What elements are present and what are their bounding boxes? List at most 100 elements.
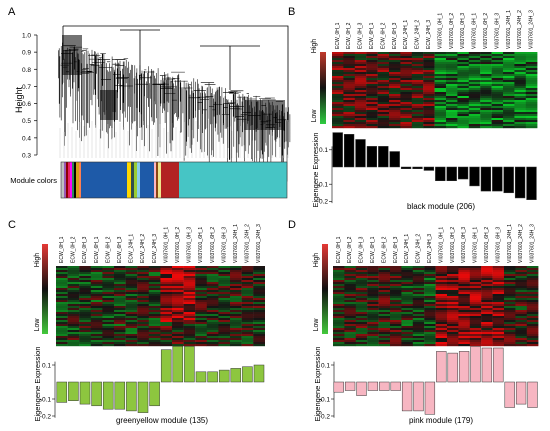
heatmap-cell: [67, 340, 80, 343]
heatmap-cell: [515, 332, 527, 335]
heatmap-cell: [434, 72, 447, 75]
eigengene-bar: [470, 346, 481, 383]
heatmap-cell: [332, 110, 344, 113]
heatmap-cell: [469, 340, 482, 343]
heatmap-cell: [400, 64, 412, 67]
heatmap-cell: [333, 274, 345, 277]
heatmap-cell: [458, 340, 470, 343]
heatmap-cell: [434, 92, 447, 95]
heatmap-cell: [195, 306, 207, 309]
heatmap-cell: [481, 330, 493, 333]
heatmap-cell: [354, 80, 367, 83]
heatmap-cell: [195, 272, 207, 275]
heatmap-cell: [332, 86, 344, 89]
heatmap-cell: [480, 100, 492, 103]
sample-label: VI037601_6H_1: [472, 13, 478, 49]
heatmap-cell: [458, 332, 470, 335]
heatmap-cell: [354, 72, 367, 75]
heatmap-cell: [332, 94, 344, 97]
heatmap-cell: [424, 330, 436, 333]
heatmap-cell: [457, 62, 469, 65]
heatmap-cell: [434, 66, 447, 69]
heatmap-cell: [195, 302, 207, 305]
heatmap-cell: [481, 292, 493, 295]
heatmap-cell: [457, 72, 469, 75]
heatmap-cell: [492, 282, 505, 285]
heatmap-cell: [447, 294, 459, 297]
heatmap-cell: [253, 276, 265, 279]
heatmap-cell: [457, 84, 469, 87]
scale-high-label: High: [311, 39, 318, 54]
heatmap-cell: [401, 344, 413, 347]
heatmap-cell: [378, 338, 391, 341]
heatmap-cell: [480, 112, 492, 115]
heatmap-cell: [411, 70, 424, 73]
y-tick-label: 0.4: [22, 135, 31, 142]
heatmap-cell: [526, 338, 539, 341]
heatmap-cell: [400, 70, 412, 73]
heatmap-cell: [333, 332, 345, 335]
heatmap-cell: [354, 68, 367, 71]
heatmap-cell: [515, 326, 527, 329]
heatmap-cell: [481, 306, 493, 309]
dendrogram-y-axis: 1.00.90.80.70.60.50.40.3: [22, 33, 38, 160]
heatmap-cell: [378, 332, 391, 335]
heatmap-cell: [504, 278, 516, 281]
heatmap-cell: [79, 270, 91, 273]
heatmap-cell: [446, 84, 458, 87]
heatmap-cell: [525, 92, 538, 95]
heatmap-cell: [435, 292, 448, 295]
heatmap-cell: [56, 304, 68, 307]
heatmap-cell: [469, 270, 482, 273]
heatmap-cell: [125, 342, 138, 345]
heatmap-cell: [469, 294, 482, 297]
heatmap-cell: [241, 294, 254, 297]
heatmap-cell: [525, 72, 538, 75]
heatmap-cell: [525, 52, 538, 55]
heatmap-cell: [458, 310, 470, 313]
heatmap-cell: [514, 124, 526, 127]
heatmap-cell: [67, 278, 80, 281]
heatmap-cell: [183, 292, 196, 295]
heatmap-cell: [354, 120, 367, 123]
heatmap-cell: [423, 64, 435, 67]
heatmap-cell: [378, 274, 391, 277]
heatmap-cell: [114, 280, 126, 283]
heatmap-cell: [79, 286, 91, 289]
heatmap-cell: [435, 278, 448, 281]
heatmap-cell: [447, 274, 459, 277]
heatmap-cell: [137, 336, 149, 339]
heatmap-cell: [230, 306, 242, 309]
heatmap-cell: [102, 334, 115, 337]
heatmap-cell: [366, 126, 378, 129]
heatmap-cell: [183, 304, 196, 307]
heatmap-cell: [424, 280, 436, 283]
heatmap-cell: [253, 310, 265, 313]
heatmap-cell: [412, 272, 425, 275]
heatmap-cell: [344, 344, 356, 347]
heatmap-cell: [355, 336, 368, 339]
heatmap-cell: [491, 120, 504, 123]
heatmap-cell: [525, 74, 538, 77]
heatmap-cell: [332, 76, 344, 79]
heatmap-cell: [480, 52, 492, 55]
heatmap-cell: [79, 300, 91, 303]
heatmap-cell: [526, 270, 539, 273]
heatmap-cell: [390, 318, 402, 321]
heatmap-cell: [412, 324, 425, 327]
heatmap-cell: [457, 82, 469, 85]
heatmap-cell: [67, 274, 80, 277]
heatmap-cell: [56, 310, 68, 313]
heatmap-cell: [423, 62, 435, 65]
heatmap-cell: [423, 52, 435, 55]
heatmap-cell: [401, 296, 413, 299]
heatmap-cell: [56, 292, 68, 295]
heatmap-cell: [492, 322, 505, 325]
heatmap-cell: [435, 344, 448, 347]
heatmap-cell: [469, 282, 482, 285]
heatmap-cell: [172, 342, 184, 345]
heatmap-cell: [344, 282, 356, 285]
heatmap-cell: [367, 344, 379, 347]
heatmap-cell: [458, 314, 470, 317]
heatmap-cell: [183, 268, 196, 271]
